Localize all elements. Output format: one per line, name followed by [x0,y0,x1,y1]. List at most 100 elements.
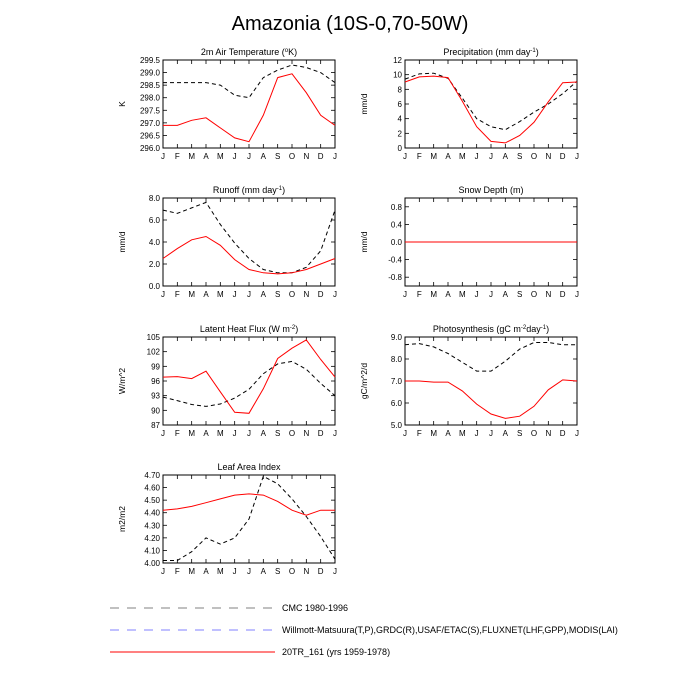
x-tick-label: S [517,429,522,438]
plot-frame [404,59,578,149]
y-tick-label: 297.0 [140,119,161,128]
x-tick-label: N [545,152,551,161]
x-tick-label: A [203,567,209,576]
x-tick-label: J [161,152,165,161]
x-tick-label: J [475,429,479,438]
x-tick-label: S [517,152,522,161]
x-tick-label: M [430,152,437,161]
x-tick-label: J [247,152,251,161]
y-tick-label: 102 [147,348,161,357]
x-tick-label: O [531,290,537,299]
figure-title: Amazonia (10S-0,70-50W) [232,13,469,35]
x-tick-label: N [545,290,551,299]
y-tick-label: 4.60 [144,484,160,493]
x-tick-label: A [445,152,451,161]
series-line-obs [163,475,336,561]
y-tick-label: 4.10 [144,546,160,555]
y-tick-label: 298.5 [140,81,161,90]
y-tick-label: 299.5 [140,56,161,65]
x-tick-label: J [233,152,237,161]
x-tick-label: M [217,290,224,299]
x-tick-label: F [175,567,180,576]
series-line-model [162,339,336,414]
x-tick-label: J [333,290,337,299]
panel-title: Latent Heat Flux (W m-2) [200,324,298,334]
y-tick-label: 8 [398,85,403,94]
x-tick-label: O [289,152,295,161]
x-tick-label: A [503,152,509,161]
legend-label-2: 20TR_161 (yrs 1959-1978) [282,647,390,657]
series-line-obs [162,201,336,274]
x-tick-label: J [333,429,337,438]
plot-frame [162,59,336,149]
x-tick-label: F [175,290,180,299]
x-tick-label: M [188,429,195,438]
x-tick-label: O [289,290,295,299]
x-tick-label: M [188,567,195,576]
x-tick-label: J [489,290,493,299]
y-tick-label: 0.8 [391,203,403,212]
y-tick-label: 105 [147,333,161,342]
y-tick-label: 4.0 [149,238,161,247]
x-tick-label: J [161,290,165,299]
y-tick-label: 5.0 [391,421,403,430]
x-tick-label: D [318,152,324,161]
y-tick-label: 2 [398,129,403,138]
y-tick-label: 299.0 [140,69,161,78]
y-axis-label: gC/m^2/d [359,363,369,399]
x-tick-label: S [275,567,280,576]
x-tick-label: J [475,290,479,299]
x-tick-label: J [233,567,237,576]
x-tick-label: J [247,429,251,438]
panel-title: Leaf Area Index [217,462,281,472]
series-line-model [404,75,578,144]
series-line-obs [162,360,336,407]
x-tick-label: N [545,429,551,438]
y-axis-label: m2/m2 [117,506,127,532]
x-tick-label: J [475,152,479,161]
x-tick-label: J [247,567,251,576]
x-tick-label: J [333,567,337,576]
y-tick-label: 6.0 [391,399,403,408]
x-tick-label: M [459,429,466,438]
x-tick-label: J [333,152,337,161]
x-tick-label: O [289,429,295,438]
y-tick-label: 6 [398,100,403,109]
y-tick-label: 10 [393,71,402,80]
panel-title: Runoff (mm day-1) [213,185,285,195]
y-tick-label: 4.30 [144,521,160,530]
x-tick-label: M [217,567,224,576]
x-tick-label: M [459,152,466,161]
x-tick-label: J [247,290,251,299]
y-tick-label: 4.40 [144,509,160,518]
panel-2m-air-temperature: 2m Air Temperature (oK) K 296.0 296.5 297.0 2… [117,47,337,161]
x-tick-label: N [303,152,309,161]
x-tick-label: J [403,290,407,299]
x-tick-label: A [203,152,209,161]
y-tick-label: 96 [151,377,160,386]
y-tick-label: 87 [151,421,160,430]
y-tick-label: 2.0 [149,260,161,269]
x-tick-label: S [275,429,280,438]
x-tick-label: D [560,429,566,438]
x-tick-label: F [417,290,422,299]
x-tick-label: S [275,290,280,299]
y-tick-label: 7.0 [391,377,403,386]
y-axis-label: W/m^2 [117,368,127,394]
y-axis-label: mm/d [117,231,127,253]
x-tick-label: J [403,152,407,161]
legend: CMC 1980-1996 Willmott-Matsuura(T,P),GRDC… [110,603,618,657]
y-tick-label: 4.50 [144,496,160,505]
y-tick-label: 8.0 [149,194,161,203]
x-tick-label: A [503,429,509,438]
panel-title: Photosynthesis (gC m-2day-1) [433,324,549,334]
x-tick-label: J [403,429,407,438]
y-tick-label: 296.0 [140,144,161,153]
panel-runoff-mm-day: Runoff (mm day-1)mm/d0.02.04.06.08.0J F M A… [117,185,337,299]
x-tick-label: A [261,152,267,161]
x-tick-label: D [318,567,324,576]
x-tick-label: M [459,290,466,299]
x-tick-label: O [531,152,537,161]
